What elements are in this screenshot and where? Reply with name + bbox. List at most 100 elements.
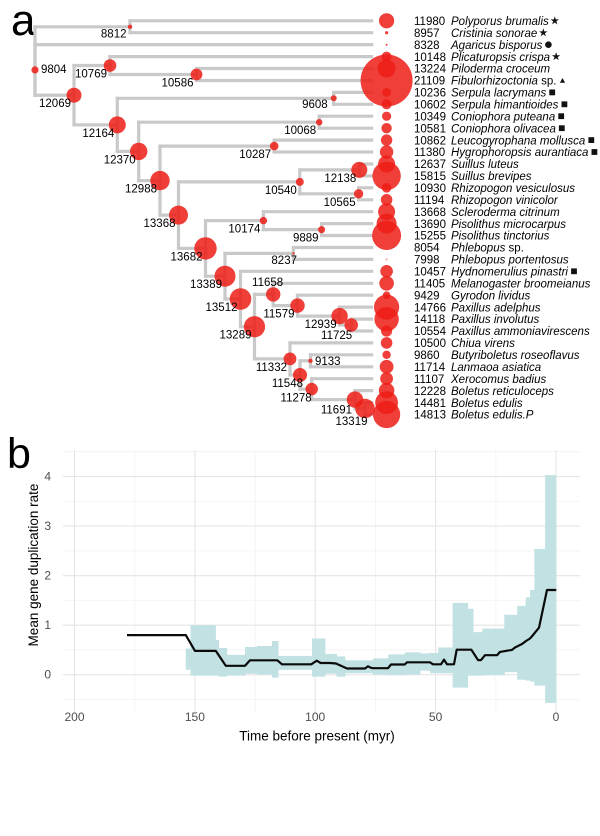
svg-text:8957: 8957 bbox=[414, 28, 440, 40]
svg-text:14813: 14813 bbox=[414, 410, 446, 422]
svg-text:0: 0 bbox=[44, 668, 51, 682]
svg-text:10287: 10287 bbox=[239, 149, 271, 161]
svg-text:Coniophora olivacea: Coniophora olivacea bbox=[451, 123, 556, 135]
svg-text:10769: 10769 bbox=[75, 69, 107, 81]
svg-text:9860: 9860 bbox=[414, 350, 440, 362]
svg-text:9429: 9429 bbox=[414, 290, 440, 302]
svg-text:1: 1 bbox=[44, 618, 51, 632]
svg-text:Coniophora puteana: Coniophora puteana bbox=[451, 111, 555, 123]
svg-text:11714: 11714 bbox=[414, 362, 446, 374]
svg-text:13682: 13682 bbox=[171, 251, 203, 263]
svg-text:Rhizopogon vesiculosus: Rhizopogon vesiculosus bbox=[451, 183, 575, 195]
svg-text:11107: 11107 bbox=[414, 374, 444, 386]
svg-text:Piloderma croceum: Piloderma croceum bbox=[451, 64, 550, 76]
svg-text:14766: 14766 bbox=[414, 302, 446, 314]
svg-text:8812: 8812 bbox=[101, 28, 127, 40]
svg-text:14481: 14481 bbox=[414, 398, 446, 410]
svg-text:0: 0 bbox=[553, 710, 560, 724]
svg-text:200: 200 bbox=[64, 710, 84, 724]
svg-text:Pisolithus tinctorius: Pisolithus tinctorius bbox=[451, 231, 550, 243]
svg-text:Chiua virens: Chiua virens bbox=[451, 338, 515, 350]
svg-text:Melanogaster broomeianus: Melanogaster broomeianus bbox=[451, 279, 591, 291]
svg-text:Polyporus brumalis: Polyporus brumalis bbox=[451, 16, 549, 28]
svg-text:13368: 13368 bbox=[144, 218, 176, 230]
svg-text:8237: 8237 bbox=[271, 255, 297, 267]
svg-text:2: 2 bbox=[44, 569, 51, 583]
svg-text:11194: 11194 bbox=[414, 195, 445, 207]
svg-text:13224: 13224 bbox=[414, 64, 447, 76]
svg-text:Scleroderma citrinum: Scleroderma citrinum bbox=[451, 207, 560, 219]
svg-text:10174: 10174 bbox=[228, 224, 261, 236]
svg-text:10148: 10148 bbox=[414, 52, 446, 64]
svg-text:Serpula himantioides: Serpula himantioides bbox=[451, 100, 559, 112]
svg-text:13389: 13389 bbox=[190, 279, 222, 291]
svg-text:Mean gene duplication rate: Mean gene duplication rate bbox=[26, 484, 41, 647]
svg-text:11405: 11405 bbox=[414, 279, 445, 291]
svg-text:11380: 11380 bbox=[414, 147, 445, 159]
svg-text:10930: 10930 bbox=[414, 183, 446, 195]
svg-text:12939: 12939 bbox=[305, 319, 337, 331]
svg-text:12069: 12069 bbox=[39, 98, 71, 110]
svg-text:9889: 9889 bbox=[293, 233, 319, 245]
svg-text:10602: 10602 bbox=[414, 100, 446, 112]
svg-text:10554: 10554 bbox=[414, 326, 447, 338]
svg-text:13512: 13512 bbox=[206, 302, 238, 314]
svg-text:Boletus reticuloceps: Boletus reticuloceps bbox=[451, 386, 554, 398]
svg-text:12988: 12988 bbox=[125, 184, 157, 196]
svg-text:Fibulorhizoctonia sp.: Fibulorhizoctonia sp. bbox=[451, 76, 556, 88]
svg-text:9804: 9804 bbox=[41, 64, 67, 76]
svg-text:50: 50 bbox=[429, 710, 443, 724]
svg-text:Paxillus ammoniavirescens: Paxillus ammoniavirescens bbox=[451, 326, 590, 338]
svg-text:13319: 13319 bbox=[336, 416, 368, 428]
svg-text:Leucogyrophana mollusca: Leucogyrophana mollusca bbox=[451, 135, 585, 147]
svg-text:11278: 11278 bbox=[281, 392, 312, 404]
svg-text:15815: 15815 bbox=[414, 171, 446, 183]
svg-text:11691: 11691 bbox=[321, 405, 352, 417]
svg-text:Boletus edulis: Boletus edulis bbox=[451, 398, 523, 410]
svg-text:Hydnomerulius pinastri: Hydnomerulius pinastri bbox=[451, 267, 568, 279]
svg-text:10068: 10068 bbox=[284, 125, 316, 137]
svg-text:11579: 11579 bbox=[263, 309, 294, 321]
svg-text:10565: 10565 bbox=[324, 197, 356, 209]
svg-text:Gyrodon lividus: Gyrodon lividus bbox=[451, 290, 531, 302]
svg-text:10457: 10457 bbox=[414, 267, 446, 279]
svg-text:15255: 15255 bbox=[414, 231, 446, 243]
svg-text:Suillus luteus: Suillus luteus bbox=[451, 159, 519, 171]
svg-text:10586: 10586 bbox=[162, 78, 194, 90]
svg-text:10581: 10581 bbox=[414, 123, 446, 135]
svg-text:Time before present (myr): Time before present (myr) bbox=[239, 729, 395, 744]
svg-text:Serpula lacrymans: Serpula lacrymans bbox=[451, 88, 546, 100]
svg-text:100: 100 bbox=[305, 710, 325, 724]
svg-text:150: 150 bbox=[185, 710, 205, 724]
svg-text:10349: 10349 bbox=[414, 111, 446, 123]
svg-text:7998: 7998 bbox=[414, 255, 440, 267]
svg-text:11658: 11658 bbox=[252, 277, 283, 289]
svg-text:Xerocomus badius: Xerocomus badius bbox=[450, 374, 546, 386]
svg-text:11332: 11332 bbox=[256, 362, 287, 374]
svg-text:12138: 12138 bbox=[324, 173, 356, 185]
svg-text:Rhizopogon vinicolor: Rhizopogon vinicolor bbox=[451, 195, 559, 207]
svg-text:Lanmaoa asiatica: Lanmaoa asiatica bbox=[451, 362, 541, 374]
svg-text:Butyriboletus roseoflavus: Butyriboletus roseoflavus bbox=[451, 350, 580, 362]
svg-text:Pisolithus microcarpus: Pisolithus microcarpus bbox=[451, 219, 566, 231]
svg-text:Boletus edulis.P: Boletus edulis.P bbox=[451, 410, 534, 422]
svg-text:10500: 10500 bbox=[414, 338, 446, 350]
svg-text:Hygrophoropsis aurantiaca: Hygrophoropsis aurantiaca bbox=[451, 147, 588, 159]
svg-text:9608: 9608 bbox=[302, 99, 328, 111]
svg-text:21109: 21109 bbox=[414, 76, 445, 88]
svg-text:10236: 10236 bbox=[414, 88, 446, 100]
svg-text:13690: 13690 bbox=[414, 219, 446, 231]
svg-text:Cristinia sonorae: Cristinia sonorae bbox=[451, 28, 537, 40]
svg-text:12370: 12370 bbox=[104, 154, 136, 166]
svg-text:Phlebopus sp.: Phlebopus sp. bbox=[451, 243, 524, 255]
svg-text:4: 4 bbox=[44, 470, 51, 484]
svg-text:12637: 12637 bbox=[414, 159, 446, 171]
svg-text:13289: 13289 bbox=[220, 330, 252, 342]
svg-text:8054: 8054 bbox=[414, 243, 440, 255]
svg-text:10540: 10540 bbox=[265, 185, 297, 197]
svg-text:10862: 10862 bbox=[414, 135, 446, 147]
svg-text:14118: 14118 bbox=[414, 314, 445, 326]
svg-text:12228: 12228 bbox=[414, 386, 446, 398]
svg-text:Plicaturopsis crispa: Plicaturopsis crispa bbox=[451, 52, 550, 64]
svg-text:11548: 11548 bbox=[272, 378, 303, 390]
